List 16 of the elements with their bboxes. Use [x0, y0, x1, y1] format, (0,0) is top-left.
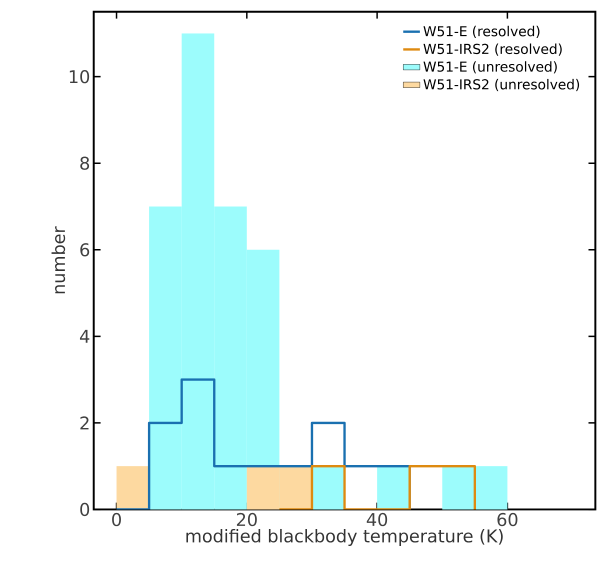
y-tick-label: 4: [80, 330, 90, 343]
y-tick-label: 6: [80, 243, 90, 256]
x-tick-label: 20: [236, 512, 257, 526]
legend-label: W51-IRS2 (unresolved): [423, 78, 580, 91]
y-tick-label: 0: [80, 502, 90, 516]
legend-label: W51-IRS2 (resolved): [423, 43, 562, 56]
legend-label: W51-E (unresolved): [423, 61, 557, 74]
y-tick-label: 2: [80, 416, 89, 430]
legend-label: W51-E (resolved): [423, 26, 540, 38]
x-tick-label: 40: [366, 512, 388, 526]
y-tick-label: 8: [80, 156, 90, 170]
y-tick-label: 10: [70, 70, 90, 84]
x-axis-title: modified blackbody temperature (K): [186, 528, 503, 546]
x-tick-label: 60: [497, 512, 518, 526]
x-tick-label: 0: [112, 512, 121, 526]
y-axis-title: number: [52, 226, 66, 294]
